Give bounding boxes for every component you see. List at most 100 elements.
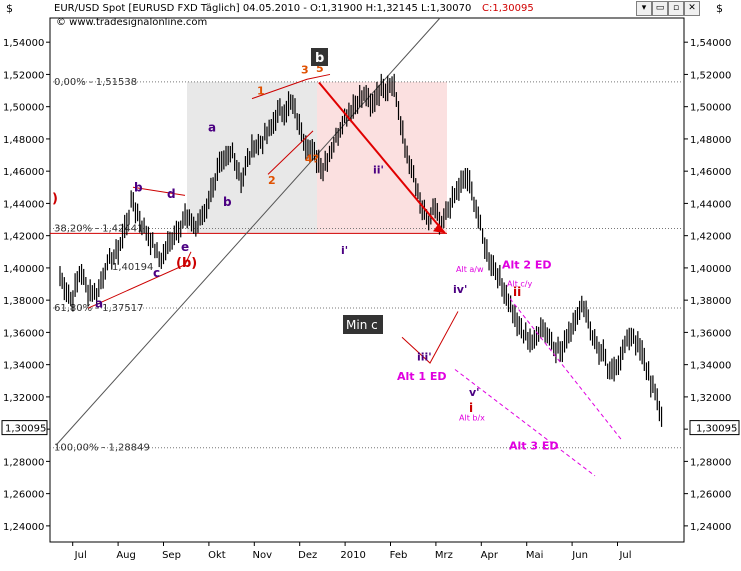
currency-right-label: $ bbox=[716, 2, 723, 15]
close-value: C:1,30095 bbox=[482, 3, 534, 14]
last-price-left: 1,30095 bbox=[5, 424, 46, 435]
y-tick-label-right: 1,28000 bbox=[690, 457, 731, 468]
y-tick-label-right: 1,26000 bbox=[690, 490, 731, 501]
y-tick-label-right: 1,32000 bbox=[690, 393, 731, 404]
wave-label: 2 bbox=[268, 174, 276, 187]
y-tick-label-left: 1,52000 bbox=[3, 70, 44, 81]
wave-label: iii' bbox=[417, 351, 432, 364]
y-tick-label-left: 1,32000 bbox=[3, 393, 44, 404]
restore-button[interactable]: ▭ bbox=[652, 1, 668, 16]
y-tick-label-left: 1,28000 bbox=[3, 457, 44, 468]
arrow-head bbox=[433, 223, 445, 234]
currency-left-label: $ bbox=[6, 2, 13, 15]
wave-label: c bbox=[153, 266, 160, 280]
x-tick-label: Okt bbox=[208, 550, 226, 561]
x-tick-label: Mai bbox=[526, 550, 544, 561]
target-arrow bbox=[318, 81, 446, 234]
x-tick-label: Feb bbox=[390, 550, 408, 561]
y-tick-label-right: 1,36000 bbox=[690, 328, 731, 339]
wave-label: iv' bbox=[453, 283, 467, 296]
wave-label: a bbox=[208, 121, 216, 135]
wave-label: Alt a/w bbox=[456, 265, 484, 274]
x-tick-label: Sep bbox=[162, 550, 181, 561]
y-tick-label-right: 1,44000 bbox=[690, 199, 731, 210]
x-tick-label: Apr bbox=[481, 550, 499, 561]
wave-line bbox=[267, 130, 314, 175]
min-c-tag-label: Min c bbox=[346, 318, 378, 332]
wave-label: ii bbox=[513, 285, 521, 299]
y-tick-label-right: 1,34000 bbox=[690, 361, 731, 372]
y-tick-label-right: 1,48000 bbox=[690, 135, 731, 146]
x-tick-label: Jun bbox=[571, 550, 588, 561]
wave-label: a bbox=[95, 296, 103, 310]
wave-label: ii' bbox=[373, 164, 384, 177]
fib-label: 61,80% - 1,37517 bbox=[54, 303, 143, 314]
wave-line bbox=[251, 73, 331, 100]
wave-label: 4? bbox=[305, 152, 319, 165]
y-tick-label-right: 1,52000 bbox=[690, 70, 731, 81]
y-tick-label-left: 1,50000 bbox=[3, 103, 44, 114]
wave-label: Alt 3 ED bbox=[509, 439, 559, 452]
channel-line bbox=[509, 298, 623, 441]
maximize-button[interactable]: ▫ bbox=[668, 1, 684, 16]
y-tick-label-left: 1,46000 bbox=[3, 167, 44, 178]
y-tick-label-left: 1,40000 bbox=[3, 264, 44, 275]
y-tick-label-left: 1,38000 bbox=[3, 296, 44, 307]
fib-label: 0,00% - 1,51538 bbox=[54, 77, 137, 88]
wave-label: i bbox=[469, 401, 473, 415]
y-tick-label-right: 1,42000 bbox=[690, 232, 731, 243]
wave-label: ) bbox=[52, 192, 58, 207]
y-tick-label-left: 1,44000 bbox=[3, 199, 44, 210]
wave-label: d bbox=[167, 187, 176, 201]
x-tick-label: Mrz bbox=[435, 550, 453, 561]
last-price-right: 1,30095 bbox=[696, 424, 737, 435]
wave-label: b bbox=[134, 180, 143, 194]
wave-line bbox=[401, 311, 459, 364]
fib-partial-label: 1,40194 bbox=[112, 262, 153, 273]
close-button[interactable]: ✕ bbox=[684, 1, 700, 16]
wave-label: Alt c/y bbox=[507, 279, 532, 288]
wave-label: 3 bbox=[301, 64, 309, 77]
wave-b-tag-label: b bbox=[315, 51, 324, 66]
wave-label: v' bbox=[469, 386, 480, 399]
last-price-tag-left bbox=[1, 420, 48, 436]
last-price-tag-right bbox=[689, 420, 740, 436]
y-tick-label-right: 1,50000 bbox=[690, 103, 731, 114]
y-tick-label-right: 1,40000 bbox=[690, 264, 731, 275]
wave-label: 1 bbox=[257, 85, 265, 98]
y-tick-label-right: 1,46000 bbox=[690, 167, 731, 178]
wave-label: Alt b/x bbox=[459, 413, 485, 422]
chart-title: EUR/USD Spot [EURUSD FXD Täglich] 04.05.… bbox=[54, 3, 471, 14]
y-tick-label-left: 1,54000 bbox=[3, 38, 44, 49]
x-tick-label: 2010 bbox=[340, 550, 365, 561]
y-tick-label-right: 1,38000 bbox=[690, 296, 731, 307]
wave-label: 5 bbox=[316, 62, 324, 75]
y-tick-label-left: 1,24000 bbox=[3, 522, 44, 533]
wave-label: (b) bbox=[176, 256, 197, 271]
channel-line bbox=[454, 369, 596, 477]
y-tick-label-left: 1,42000 bbox=[3, 232, 44, 243]
y-tick-label-left: 1,36000 bbox=[3, 328, 44, 339]
y-tick-label-left: 1,26000 bbox=[3, 490, 44, 501]
x-tick-label: Nov bbox=[253, 550, 273, 561]
y-tick-label-left: 1,48000 bbox=[3, 135, 44, 146]
wave-line bbox=[132, 186, 186, 196]
x-tick-label: Jul bbox=[618, 550, 631, 561]
fib-label: 100,00% - 1,28849 bbox=[54, 443, 150, 454]
minimize-button[interactable]: ▾ bbox=[636, 1, 652, 16]
wave-label: b bbox=[223, 195, 232, 209]
wave-label: i' bbox=[341, 244, 348, 257]
x-tick-label: Dez bbox=[298, 550, 317, 561]
fib-label: 38,20% - 1,42441 bbox=[54, 224, 143, 235]
x-tick-label: Aug bbox=[116, 550, 136, 561]
y-tick-label-left: 1,34000 bbox=[3, 361, 44, 372]
y-tick-label-right: 1,24000 bbox=[690, 522, 731, 533]
min-c-tag bbox=[343, 315, 383, 334]
y-tick-label-right: 1,54000 bbox=[690, 38, 731, 49]
wave-label: e bbox=[181, 240, 189, 254]
wave-line bbox=[87, 251, 192, 309]
wave-label: Alt 2 ED bbox=[502, 259, 552, 272]
copyright-text: © www.tradesignalonline.com bbox=[56, 17, 207, 28]
